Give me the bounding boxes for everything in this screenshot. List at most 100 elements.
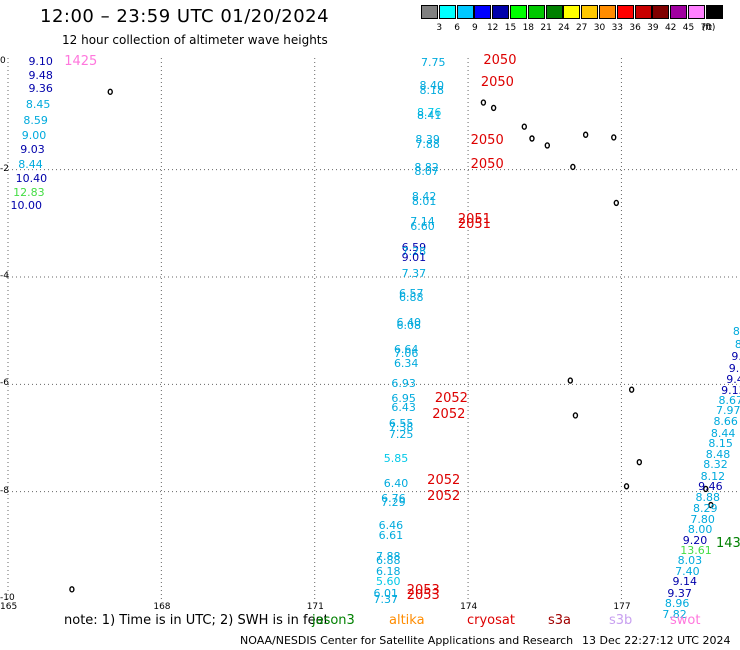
latitude-tick-label: 0 xyxy=(0,56,6,67)
wave-height-value: 6.01 xyxy=(373,587,399,601)
colorbar-swatch xyxy=(705,5,723,19)
wave-height-value: 8.45 xyxy=(25,98,51,112)
wave-height-value: 6.43 xyxy=(391,401,416,415)
legend-item-altika: altika xyxy=(389,613,425,628)
colorbar-label: 18 xyxy=(522,23,535,33)
colorbar-label: 3 xyxy=(436,23,443,33)
longitude-tick-label: 171 xyxy=(306,602,324,612)
wave-height-value: 7.25 xyxy=(388,427,414,441)
colorbar-label: 6 xyxy=(454,23,460,33)
island-outline xyxy=(69,586,75,593)
wave-height-value: 6.88 xyxy=(376,553,401,567)
island-outline xyxy=(628,386,635,393)
colorbar-label: 36 xyxy=(629,23,641,33)
colorbar-label: 27 xyxy=(575,23,588,33)
island-outline xyxy=(107,88,113,96)
wave-height-value: 8.40 xyxy=(419,78,445,92)
island-outline xyxy=(490,104,497,112)
wave-height-value: 9.48 xyxy=(28,68,53,82)
wave-height-value: 6.40 xyxy=(396,315,422,329)
colorbar-swatch xyxy=(599,5,616,19)
wave-height-value: 8.39 xyxy=(415,133,440,147)
wave-height-value: 9.36 xyxy=(28,81,53,95)
wave-height-value: 6.08 xyxy=(396,319,422,333)
legend-item-s3b: s3b xyxy=(609,613,633,628)
pass-time-label: 2050 xyxy=(470,132,504,148)
wave-height-value: 9.01 xyxy=(401,250,427,264)
colorbar-swatch xyxy=(474,5,492,19)
island-outline xyxy=(567,377,574,384)
colorbar-label: 15 xyxy=(504,23,517,33)
colorbar-swatch xyxy=(492,5,510,19)
map-plot: 0 -2 -4 -6 -8 -10 165 168 171 174 177 9.10 9.48 9.36 8… xyxy=(0,54,740,620)
wave-height-value: 6.60 xyxy=(410,219,435,233)
wave-height-value: 8.12 xyxy=(700,469,726,483)
wave-height-value: 9.13 xyxy=(721,383,740,397)
island-outline xyxy=(708,501,714,509)
colorbar-unit: (ft) xyxy=(701,23,716,33)
island-outline xyxy=(529,135,535,142)
colorbar-label: 24 xyxy=(558,23,570,33)
wave-height-value: 9.4 xyxy=(726,373,740,387)
wave-height-value: 8.03 xyxy=(677,553,703,567)
island-outline xyxy=(572,412,579,419)
wave-height-value: 6.61 xyxy=(378,528,404,542)
pass-time-label: 1425 xyxy=(64,54,98,70)
wave-height-value: 8 xyxy=(732,324,740,338)
wave-height-value: 6.34 xyxy=(393,356,419,370)
wave-height-value: 6.57 xyxy=(399,287,424,301)
wave-height-value: 5.60 xyxy=(376,574,401,588)
wave-height-value: 8.41 xyxy=(416,109,442,123)
wave-height-value: 6.64 xyxy=(393,343,419,357)
map-subtitle: 12 hour collection of altimeter wave hei… xyxy=(62,33,328,47)
wave-height-value: 8.67 xyxy=(718,394,740,408)
colorbar-swatch xyxy=(563,5,581,19)
map-svg xyxy=(7,58,739,599)
wave-height-value: 7.37 xyxy=(401,267,427,281)
longitude-tick-label: 168 xyxy=(153,602,171,612)
colorbar-swatch xyxy=(670,5,688,19)
wave-height-value: 8.42 xyxy=(411,190,437,204)
wave-height-value: 8.15 xyxy=(708,436,733,450)
island-outline xyxy=(480,99,487,106)
wave-height-value: 7.29 xyxy=(381,496,406,510)
pass-time-label: 2051 xyxy=(457,212,491,227)
wave-height-value: 6.95 xyxy=(391,391,416,405)
wave-height-value: 7.88 xyxy=(415,138,440,152)
island-outline xyxy=(582,131,589,138)
colorbar-label: 45 xyxy=(682,23,695,33)
colorbar-swatch xyxy=(510,5,527,19)
wave-height-value: 9.0 xyxy=(731,350,740,364)
wave-height-value: 5.85 xyxy=(383,451,409,465)
wave-height-value: 8.32 xyxy=(703,458,728,472)
colorbar-label: 33 xyxy=(611,23,624,33)
wave-height-value: 8.48 xyxy=(705,447,731,461)
wave-height-value: 13.61 xyxy=(680,543,712,557)
wave-height-value: 10.40 xyxy=(15,171,48,185)
wave-height-value: 7.97 xyxy=(715,404,740,418)
island-outline xyxy=(570,163,576,171)
wave-height-value: 9.10 xyxy=(28,55,53,69)
wave-height-value: 6.88 xyxy=(399,291,424,305)
pass-time-label: 2050 xyxy=(470,157,504,173)
legend-item-cryosat: cryosat xyxy=(467,613,515,628)
wave-height-value: 8.07 xyxy=(414,165,439,179)
footer-note: note: 1) Time is in UTC; 2) SWH is in fe… xyxy=(64,613,329,628)
wave-height-value: 12.83 xyxy=(13,186,45,200)
wave-height-value: 8.29 xyxy=(692,502,718,516)
latitude-tick-label: -6 xyxy=(0,378,9,389)
wave-height-value: 7.06 xyxy=(393,347,419,361)
wave-height-value: 9.03 xyxy=(20,143,45,157)
wave-height-value: 9.20 xyxy=(682,533,708,547)
pass-time-label: 2052 xyxy=(434,391,468,407)
colorbar-label: 30 xyxy=(593,23,606,33)
wave-height-value: 7.80 xyxy=(690,513,715,527)
wave-height-value: 8.66 xyxy=(713,414,738,428)
wave-height-value: 8.76 xyxy=(416,105,442,119)
latitude-tick-label: -8 xyxy=(0,485,9,496)
wave-height-value: 10.00 xyxy=(10,199,43,213)
pass-time-label: 2051 xyxy=(457,216,491,232)
wave-height-value: 9.00 xyxy=(21,129,47,143)
colorbar-label: 12 xyxy=(486,23,499,33)
colorbar-label: 42 xyxy=(664,23,677,33)
